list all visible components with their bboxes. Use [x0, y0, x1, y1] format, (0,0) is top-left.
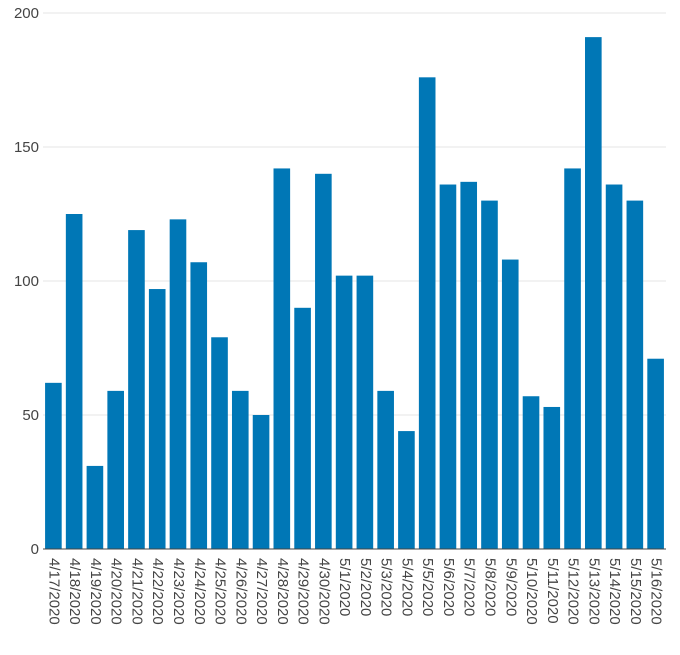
x-tick-label: 4/18/2020	[66, 558, 83, 625]
bar[interactable]	[501, 259, 519, 549]
bar[interactable]	[335, 275, 353, 549]
x-tick-label: 4/19/2020	[87, 558, 104, 625]
x-tick-label: 4/26/2020	[232, 558, 249, 625]
bar[interactable]	[273, 168, 291, 549]
x-tick-label: 4/20/2020	[108, 558, 125, 625]
bar[interactable]	[439, 184, 457, 549]
bar[interactable]	[148, 289, 166, 549]
y-tick-label: 50	[22, 407, 39, 424]
x-tick-label: 4/25/2020	[212, 558, 229, 625]
y-tick-labels: 0 50 100 150 200	[14, 5, 39, 558]
bar[interactable]	[211, 337, 228, 549]
x-tick-label: 4/27/2020	[253, 558, 270, 625]
bar[interactable]	[356, 275, 374, 549]
gridlines	[43, 12, 666, 416]
x-tick-label: 5/13/2020	[585, 558, 602, 625]
bar[interactable]	[65, 214, 83, 549]
x-tick-label: 4/24/2020	[191, 558, 208, 625]
bar[interactable]	[86, 465, 104, 549]
x-tick-label: 4/30/2020	[315, 558, 332, 625]
x-tick-label: 5/16/2020	[648, 558, 665, 625]
x-tick-label: 5/1/2020	[336, 558, 353, 616]
x-tick-label: 4/17/2020	[45, 558, 62, 625]
bars	[45, 37, 664, 550]
x-tick-label: 5/7/2020	[461, 558, 478, 616]
bar[interactable]	[169, 219, 187, 550]
bar[interactable]	[522, 396, 540, 549]
x-tick-label: 5/9/2020	[502, 558, 519, 616]
bar[interactable]	[585, 37, 602, 550]
y-tick-label: 100	[14, 273, 39, 290]
bar[interactable]	[418, 77, 436, 549]
x-tick-label: 5/5/2020	[419, 558, 436, 616]
y-tick-label: 150	[14, 139, 39, 156]
x-tick-label: 4/22/2020	[149, 558, 166, 625]
bar[interactable]	[543, 406, 561, 549]
x-tick-label: 5/6/2020	[440, 558, 457, 616]
x-tick-labels: 4/17/2020 4/18/2020 4/19/2020 4/20/2020 4/21…	[45, 558, 664, 625]
bar[interactable]	[626, 200, 644, 549]
x-tick-label: 5/8/2020	[482, 558, 499, 616]
bar[interactable]	[460, 181, 478, 549]
bar[interactable]	[377, 390, 394, 549]
bar[interactable]	[647, 358, 664, 549]
bar[interactable]	[190, 262, 208, 549]
bar[interactable]	[398, 431, 415, 549]
x-tick-label: 5/12/2020	[565, 558, 582, 625]
bar[interactable]	[294, 307, 311, 549]
x-tick-label: 5/10/2020	[523, 558, 540, 625]
y-tick-label: 200	[14, 5, 39, 22]
bar[interactable]	[252, 415, 270, 549]
bar[interactable]	[45, 382, 62, 549]
bar[interactable]	[315, 173, 332, 550]
bar[interactable]	[564, 168, 581, 549]
bar[interactable]	[128, 230, 145, 549]
x-tick-label: 5/14/2020	[606, 558, 623, 625]
x-tick-label: 4/23/2020	[170, 558, 187, 625]
x-tick-label: 4/28/2020	[274, 558, 291, 625]
x-tick-label: 5/3/2020	[378, 558, 395, 616]
x-tick-label: 5/11/2020	[544, 558, 561, 624]
x-tick-label: 4/29/2020	[295, 558, 312, 625]
y-tick-label: 0	[31, 541, 39, 558]
x-tick-label: 5/4/2020	[398, 558, 415, 616]
x-tick-label: 5/15/2020	[627, 558, 644, 625]
x-tick-label: 5/2/2020	[357, 558, 374, 616]
x-tick-label: 4/21/2020	[128, 558, 145, 625]
bar[interactable]	[605, 184, 623, 549]
bar[interactable]	[231, 390, 249, 549]
bar[interactable]	[481, 200, 498, 549]
bar[interactable]	[107, 390, 124, 549]
